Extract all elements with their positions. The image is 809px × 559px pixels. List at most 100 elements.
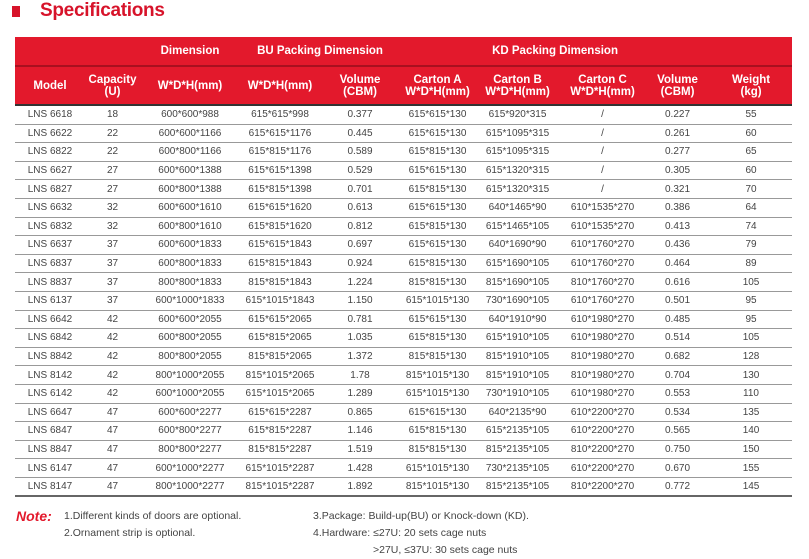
table-cell: 610*1760*270 bbox=[560, 254, 646, 274]
table-cell: 600*600*1610 bbox=[140, 198, 240, 218]
table-cell: 615*1015*2287 bbox=[240, 458, 320, 478]
table-cell: 610*2200*270 bbox=[560, 458, 646, 478]
column-header: Carton A W*D*H(mm) bbox=[400, 66, 476, 106]
note-item: >27U, ≤37U: 30 sets cage nuts bbox=[373, 544, 518, 556]
table-cell: 47 bbox=[85, 458, 140, 478]
table-cell: 27 bbox=[85, 161, 140, 181]
column-header-line1: Volume bbox=[339, 73, 381, 86]
table-cell: LNS 6642 bbox=[15, 310, 85, 330]
table-cell: 1.372 bbox=[320, 347, 401, 367]
table-cell: 615*615*2065 bbox=[240, 310, 320, 330]
table-cell: 615*615*1620 bbox=[240, 198, 320, 218]
table-cell: 0.529 bbox=[320, 161, 401, 181]
column-header-line1: Carton A bbox=[413, 73, 462, 86]
note-item: 4.Hardware: ≤27U: 20 sets cage nuts bbox=[313, 527, 487, 539]
table-cell: 615*815*1398 bbox=[240, 179, 320, 199]
table-cell: 105 bbox=[710, 328, 793, 348]
table-row: LNS 6642 42 600*600*2055 615*615*2065 0.781 6… bbox=[15, 310, 793, 330]
table-cell: LNS 6842 bbox=[15, 328, 85, 348]
table-cell: 110 bbox=[710, 384, 793, 404]
table-cell: 815*815*130 bbox=[400, 272, 476, 292]
table-cell: 615*615*2287 bbox=[240, 403, 320, 423]
table-cell: 615*815*1843 bbox=[240, 254, 320, 274]
table-cell: 1.892 bbox=[320, 477, 401, 498]
column-header: Weight (kg) bbox=[710, 66, 793, 106]
table-cell: 0.682 bbox=[645, 347, 711, 367]
table-cell: 810*1980*270 bbox=[560, 347, 646, 367]
table-cell: 615*815*130 bbox=[400, 328, 476, 348]
table-cell: LNS 6632 bbox=[15, 198, 85, 218]
table-cell: 150 bbox=[710, 440, 793, 460]
table-cell: 810*2200*270 bbox=[560, 440, 646, 460]
table-cell: 0.750 bbox=[645, 440, 711, 460]
table-cell: 105 bbox=[710, 272, 793, 292]
table-cell: 0.781 bbox=[320, 310, 401, 330]
table-cell: 600*600*1833 bbox=[140, 235, 240, 255]
table-cell: 0.704 bbox=[645, 365, 711, 385]
table-cell: 615*1320*315 bbox=[475, 179, 561, 199]
table-cell: 615*1015*1843 bbox=[240, 291, 320, 311]
table-cell: 0.565 bbox=[645, 421, 711, 441]
table-cell: 615*1690*105 bbox=[475, 254, 561, 274]
table-cell: 610*1980*270 bbox=[560, 328, 646, 348]
table-cell: 60 bbox=[710, 124, 793, 144]
column-header: W*D*H(mm) bbox=[140, 66, 240, 106]
table-cell: 27 bbox=[85, 179, 140, 199]
table-cell: 47 bbox=[85, 421, 140, 441]
table-cell: 600*800*2055 bbox=[140, 328, 240, 348]
column-header-line1: W*D*H(mm) bbox=[157, 79, 223, 92]
note-item: 2.Ornament strip is optional. bbox=[64, 527, 196, 539]
table-row: LNS 8842 42 800*800*2055 815*815*2065 1.372 8… bbox=[15, 347, 793, 367]
table-cell: 1.428 bbox=[320, 458, 401, 478]
specifications-table: Dimension BU Packing Dimension KD Packin… bbox=[15, 37, 793, 498]
table-cell: LNS 8842 bbox=[15, 347, 85, 367]
table-cell: 615*2135*105 bbox=[475, 421, 561, 441]
table-cell: 615*615*130 bbox=[400, 310, 476, 330]
table-cell: 0.464 bbox=[645, 254, 711, 274]
column-header-line2: W*D*H(mm) bbox=[570, 85, 635, 98]
table-cell: 1.146 bbox=[320, 421, 401, 441]
table-row: LNS 6847 47 600*800*2277 615*815*2287 1.146 6… bbox=[15, 421, 793, 441]
table-cell: LNS 6832 bbox=[15, 217, 85, 237]
table-cell: 0.227 bbox=[645, 105, 711, 125]
table-row: LNS 6632 32 600*600*1610 615*615*1620 0.613 6… bbox=[15, 198, 793, 218]
note-label: Note: bbox=[16, 508, 52, 524]
table-cell: 42 bbox=[85, 384, 140, 404]
table-cell: 815*815*130 bbox=[400, 347, 476, 367]
table-cell: 145 bbox=[710, 477, 793, 498]
table-cell: 600*800*1610 bbox=[140, 217, 240, 237]
table-cell: LNS 6622 bbox=[15, 124, 85, 144]
table-cell: 0.553 bbox=[645, 384, 711, 404]
table-cell: 600*600*2055 bbox=[140, 310, 240, 330]
table-cell: 55 bbox=[710, 105, 793, 125]
column-header-line2: (CBM) bbox=[343, 85, 377, 98]
table-cell: 640*2135*90 bbox=[475, 403, 561, 423]
table-row: LNS 6147 47 600*1000*2277 615*1015*2287 1.42… bbox=[15, 458, 793, 478]
table-cell: LNS 6618 bbox=[15, 105, 85, 125]
table-cell: 47 bbox=[85, 403, 140, 423]
table-cell: 640*1690*90 bbox=[475, 235, 561, 255]
table-cell: 1.519 bbox=[320, 440, 401, 460]
table-row: LNS 6842 42 600*800*2055 615*815*2065 1.035 6… bbox=[15, 328, 793, 348]
table-cell: 615*815*130 bbox=[400, 179, 476, 199]
column-header-line2: (kg) bbox=[740, 85, 762, 98]
note-item: 1.Different kinds of doors are optional. bbox=[64, 510, 242, 522]
table-cell: 610*1980*270 bbox=[560, 310, 646, 330]
table-cell: 610*1760*270 bbox=[560, 235, 646, 255]
table-cell: 0.670 bbox=[645, 458, 711, 478]
table-cell: 42 bbox=[85, 347, 140, 367]
table-cell: 800*800*1833 bbox=[140, 272, 240, 292]
table-cell: 32 bbox=[85, 198, 140, 218]
table-cell: 615*1015*130 bbox=[400, 384, 476, 404]
table-cell: 32 bbox=[85, 217, 140, 237]
table-cell: 800*1000*2055 bbox=[140, 365, 240, 385]
table-cell: / bbox=[560, 105, 646, 125]
table-cell: 615*615*1398 bbox=[240, 161, 320, 181]
table-row: LNS 6622 22 600*600*1166 615*615*1176 0.445 6… bbox=[15, 124, 793, 144]
table-cell: 1.035 bbox=[320, 328, 401, 348]
table-cell: 89 bbox=[710, 254, 793, 274]
table-cell: 600*800*1166 bbox=[140, 142, 240, 162]
table-cell: 615*615*130 bbox=[400, 235, 476, 255]
table-cell: 0.321 bbox=[645, 179, 711, 199]
table-cell: 815*1690*105 bbox=[475, 272, 561, 292]
